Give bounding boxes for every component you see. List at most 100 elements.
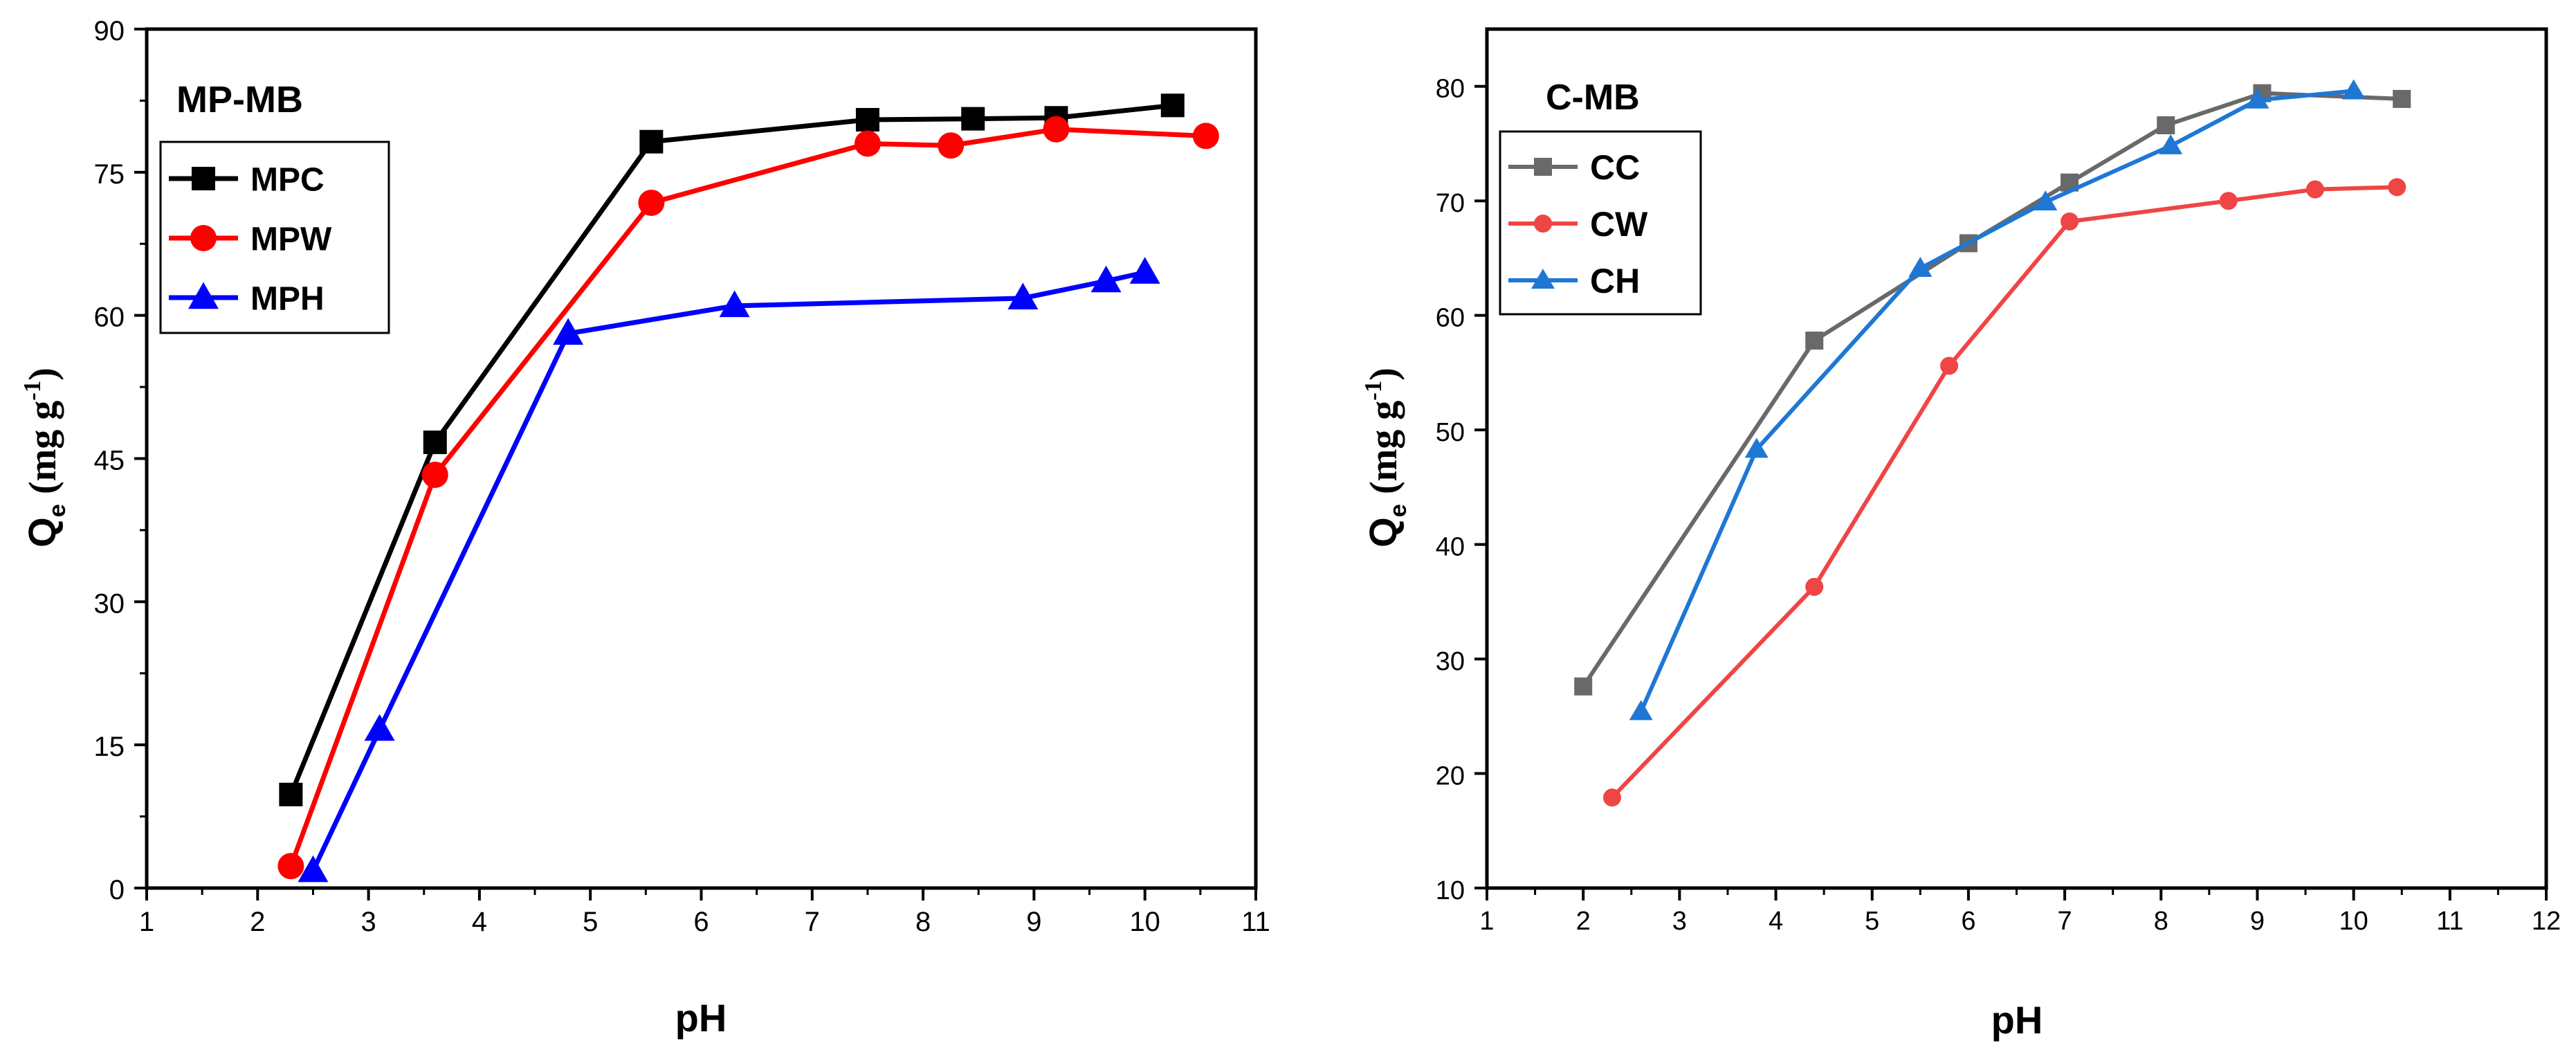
data-point <box>855 107 879 132</box>
data-point <box>719 290 750 318</box>
series-line <box>311 270 1146 872</box>
y-tick-label: 30 <box>1436 647 1465 676</box>
y-tick-label: 50 <box>1436 418 1465 447</box>
series-ch <box>1629 79 2366 721</box>
legend-marker <box>1534 215 1552 233</box>
data-point <box>1043 116 1070 143</box>
x-tick-label: 1 <box>1479 907 1494 936</box>
y-axis-label-close: ) <box>21 368 64 381</box>
x-tick-label: 7 <box>2058 907 2072 936</box>
data-point <box>1007 282 1039 310</box>
data-point <box>1129 257 1160 284</box>
data-point <box>2393 89 2411 108</box>
x-tick-label: 9 <box>2250 907 2265 936</box>
y-axis-label: Qe (mg g-1) <box>1360 368 1412 547</box>
y-axis-label: Qe (mg g-1) <box>19 368 71 547</box>
x-tick-label: 10 <box>1129 907 1160 937</box>
x-tick-label: 2 <box>250 907 265 937</box>
data-point <box>277 853 304 880</box>
x-tick-label: 11 <box>1241 907 1270 937</box>
x-axis-label: pH <box>1991 998 2043 1042</box>
legend-marker <box>1531 269 1555 289</box>
y-tick-label: 40 <box>1436 533 1465 562</box>
legend-label: CC <box>1590 148 1640 187</box>
y-tick-label: 15 <box>94 732 125 762</box>
data-point <box>2219 192 2238 210</box>
legend-marker <box>188 282 219 309</box>
y-axis-label-main: Q <box>1361 517 1405 547</box>
legend-marker <box>192 167 215 190</box>
x-tick-label: 7 <box>805 907 820 937</box>
y-axis-label-main: Q <box>20 517 64 547</box>
y-tick-label: 80 <box>1436 75 1465 104</box>
x-axis-label: pH <box>675 996 727 1040</box>
data-point <box>1574 677 1593 696</box>
y-tick-label: 60 <box>1436 304 1465 333</box>
data-point <box>854 130 881 157</box>
y-axis-label-sub: e <box>44 504 71 517</box>
data-point <box>1160 93 1185 118</box>
data-point <box>961 107 985 131</box>
data-point <box>2157 116 2175 134</box>
series-line <box>289 127 1207 867</box>
y-axis-label-sub: e <box>1385 504 1412 517</box>
series-mpw <box>277 116 1219 880</box>
data-point <box>2388 178 2406 197</box>
data-point <box>1090 265 1122 293</box>
legend-label: CH <box>1590 262 1640 300</box>
series-line <box>1638 89 2354 713</box>
y-axis-label-sup: -1 <box>1360 381 1387 401</box>
data-point <box>364 714 395 741</box>
legend-label: MPC <box>250 161 325 198</box>
data-point <box>2341 79 2366 100</box>
y-tick-label: 90 <box>94 16 125 46</box>
y-tick-label: 10 <box>1436 876 1465 905</box>
y-axis-label-unit: (mg g <box>1362 401 1405 494</box>
data-point <box>298 855 329 882</box>
x-tick-label: 4 <box>1769 907 1783 936</box>
series-line <box>1581 91 2402 688</box>
data-point <box>1805 577 1824 596</box>
chart-title: MP-MB <box>176 79 303 120</box>
legend-label: MPW <box>250 221 332 257</box>
x-tick-label: 8 <box>2154 907 2168 936</box>
data-point <box>279 782 303 806</box>
data-point <box>1629 700 1653 721</box>
x-tick-label: 6 <box>693 907 709 937</box>
series-line <box>289 102 1173 796</box>
y-tick-label: 70 <box>1436 189 1465 218</box>
data-point <box>638 189 665 216</box>
series-line <box>1610 185 2397 799</box>
legend-marker <box>190 225 217 251</box>
y-axis-label-sup: -1 <box>19 381 46 401</box>
y-tick-label: 75 <box>94 159 125 190</box>
data-point <box>2159 134 2183 154</box>
y-tick-label: 0 <box>109 875 125 905</box>
chart-title: C-MB <box>1546 78 1640 118</box>
y-tick-label: 20 <box>1436 762 1465 791</box>
legend-marker <box>1534 158 1552 176</box>
data-point <box>1744 437 1769 458</box>
x-tick-label: 10 <box>2339 907 2368 936</box>
x-tick-label: 1 <box>139 907 154 937</box>
data-point <box>938 132 965 159</box>
legend-label: CW <box>1590 205 1648 244</box>
x-tick-label: 2 <box>1576 907 1591 936</box>
x-tick-label: 8 <box>915 907 931 937</box>
series-mph <box>298 257 1160 882</box>
data-point <box>553 318 584 345</box>
data-point <box>2245 88 2269 109</box>
data-point <box>1602 788 1621 807</box>
chart-1: 1 2 3 4 5 6 7 8 9 10 110153045607590MP-MBMPCMPWMPH… <box>19 16 1270 1040</box>
series-cw <box>1602 178 2406 807</box>
x-tick-label: 4 <box>472 907 487 937</box>
data-point <box>421 461 448 488</box>
x-tick-label: 3 <box>1672 907 1687 936</box>
x-tick-label: 3 <box>360 907 376 937</box>
data-point <box>1908 257 1933 277</box>
series-mpc <box>279 93 1185 806</box>
x-tick-label: 6 <box>1961 907 1975 936</box>
data-point <box>423 431 447 455</box>
x-tick-label: 5 <box>1865 907 1879 936</box>
